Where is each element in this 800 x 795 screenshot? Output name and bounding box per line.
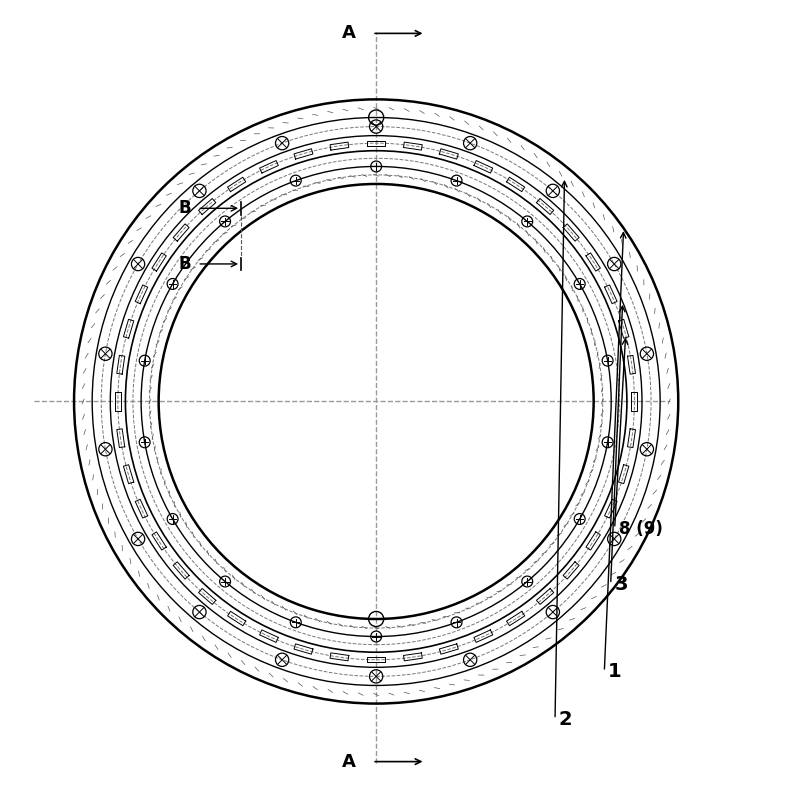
Text: B: B xyxy=(178,200,191,217)
Text: 1: 1 xyxy=(608,662,622,681)
Text: A: A xyxy=(342,25,356,42)
Text: 8 (9): 8 (9) xyxy=(618,520,662,537)
Text: 3: 3 xyxy=(614,575,628,594)
Text: A: A xyxy=(342,753,356,770)
Text: 2: 2 xyxy=(559,710,573,729)
Text: B: B xyxy=(178,255,191,273)
